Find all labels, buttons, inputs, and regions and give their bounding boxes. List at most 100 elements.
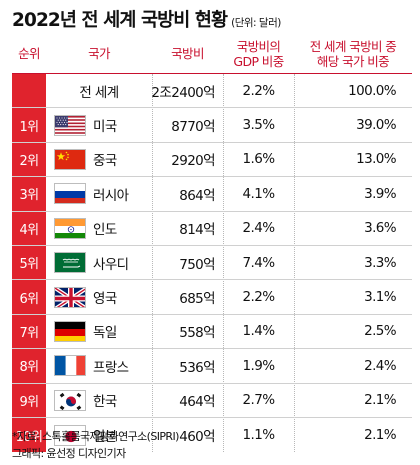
share-cell: 2.1% [364,427,397,444]
share-cell: 3.6% [364,220,397,237]
india-flag-icon [54,217,86,239]
gdp-cell: 2.7% [242,392,276,409]
country-cell: 중국 [46,143,152,176]
budget-cell: 558억 [179,325,215,342]
gdp-cell: 2.2% [242,82,276,99]
title-main: 2022년 전 세계 국방비 현황 [12,10,228,31]
column-divider [223,74,224,453]
country-name: 프랑스 [93,359,129,376]
rank-cell: 6위 [19,291,39,307]
country-name: 사우디 [93,256,129,273]
country-cell: 한국 [46,384,152,417]
gdp-cell: 1.9% [242,357,276,374]
country-cell: 프랑스 [46,349,152,382]
country-cell: 사우디 [46,246,152,279]
table-row: 3위 러시아 864억 4.1% 3.9% [12,177,412,212]
rank-cell: 5위 [19,257,39,273]
rank-cell: 10위 [15,429,43,445]
gdp-cell: 3.5% [242,117,276,134]
rank-cell [12,74,46,107]
france-flag-icon [54,355,86,377]
share-cell: 13.0% [356,151,396,168]
gdp-cell: 7.4% [242,254,276,271]
header-share-line2: 해당 국가 비중 [316,53,390,69]
header-budget: 국방비 [171,46,204,61]
table-row: 8위 프랑스 536억 1.9% 2.4% [12,349,412,384]
table-body: 전 세계 2조2400억 2.2% 100.0% 1위 [12,74,412,453]
column-divider [294,74,295,453]
japan-flag-icon [54,424,86,446]
table-row: 4위 인도 814억 2.4% 3.6% [12,212,412,246]
rank-column-background [12,74,46,453]
table-row: 전 세계 2조2400억 2.2% 100.0% [12,74,412,109]
graphic-credit: 그래픽: 윤선정 디자인기자 [12,447,126,460]
table-row: 10위 일본 460억 1.1% 2.1% [12,418,412,452]
table-row: 9위 한국 4 [12,384,412,418]
table-row: 7위 독일 558억 1.4% 2.5% [12,315,412,350]
country-name: 러시아 [93,187,129,204]
rank-cell: 8위 [19,360,39,376]
budget-cell: 460억 [179,429,215,446]
rank-cell: 2위 [19,153,39,169]
country-cell: 미국 [46,108,152,141]
share-cell: 2.1% [364,392,397,409]
country-name: 전 세계 [79,84,119,101]
rank-cell: 3위 [19,188,39,204]
gdp-cell: 2.4% [242,220,276,237]
gdp-cell: 1.4% [242,323,276,340]
budget-cell: 685억 [179,291,215,308]
gdp-cell: 1.1% [242,427,276,444]
header-gdp: 국방비의 GDP 비중 [223,34,294,73]
saudi-flag-icon [54,252,86,274]
header-rank: 순위 [18,46,40,61]
header-country: 국가 [88,46,110,61]
share-cell: 2.4% [364,357,397,374]
country-cell: 일본 [46,418,152,452]
budget-cell: 750억 [179,256,215,273]
footer: *자료: 스톡홀름국제평화연구소(SIPRI) 그래픽: 윤선정 디자인기자 [12,428,179,462]
rank-cell: 7위 [19,325,39,341]
rank-cell: 4위 [19,222,39,238]
header-share-line1: 전 세계 국방비 중 [309,38,397,54]
share-cell: 3.1% [364,289,397,306]
budget-cell: 814억 [179,222,215,239]
korea-flag-icon [54,389,86,411]
budget-cell: 536억 [179,359,215,376]
rank-cell: 9위 [19,394,39,410]
defense-budget-table: 순위 국가 국방비 국방비의 GDP 비중 전 세계 국방비 중 해당 국가 비중 … [12,34,412,453]
column-divider [152,74,153,453]
header-gdp-line2: GDP 비중 [233,53,284,69]
share-cell: 2.5% [364,323,397,340]
country-name: 일본 [93,429,117,446]
country-name: 한국 [93,394,117,411]
country-name: 중국 [93,153,117,170]
country-cell: 러시아 [46,177,152,210]
country-name: 미국 [93,119,117,136]
gdp-cell: 1.6% [242,151,276,168]
budget-cell: 2920억 [171,153,215,170]
usa-flag-icon [54,114,86,136]
country-name: 인도 [93,222,117,239]
country-cell: 독일 [46,315,152,348]
budget-cell: 464억 [179,394,215,411]
gdp-cell: 4.1% [242,185,276,202]
source-note: *자료: 스톡홀름국제평화연구소(SIPRI) [12,430,179,443]
table-row: 1위 [12,108,412,143]
budget-cell: 864억 [179,187,215,204]
share-cell: 3.9% [364,185,397,202]
country-name: 독일 [93,325,117,342]
country-name: 영국 [93,291,117,308]
china-flag-icon [54,148,86,170]
table-row: 2위 중국 2920억 1.6% 13.0% [12,143,412,178]
header-share: 전 세계 국방비 중 해당 국가 비중 [294,34,412,73]
uk-flag-icon [54,286,86,308]
country-cell: 전 세계 [46,74,152,107]
budget-cell: 8770억 [171,119,215,136]
header-gdp-line1: 국방비의 [236,38,281,54]
share-cell: 39.0% [356,117,396,134]
page-title: 2022년 전 세계 국방비 현황 (단위: 달러) [12,6,412,32]
share-cell: 100.0% [348,82,396,99]
country-cell: 영국 [46,280,152,313]
title-unit: (단위: 달러) [231,17,281,29]
share-cell: 3.3% [364,254,397,271]
